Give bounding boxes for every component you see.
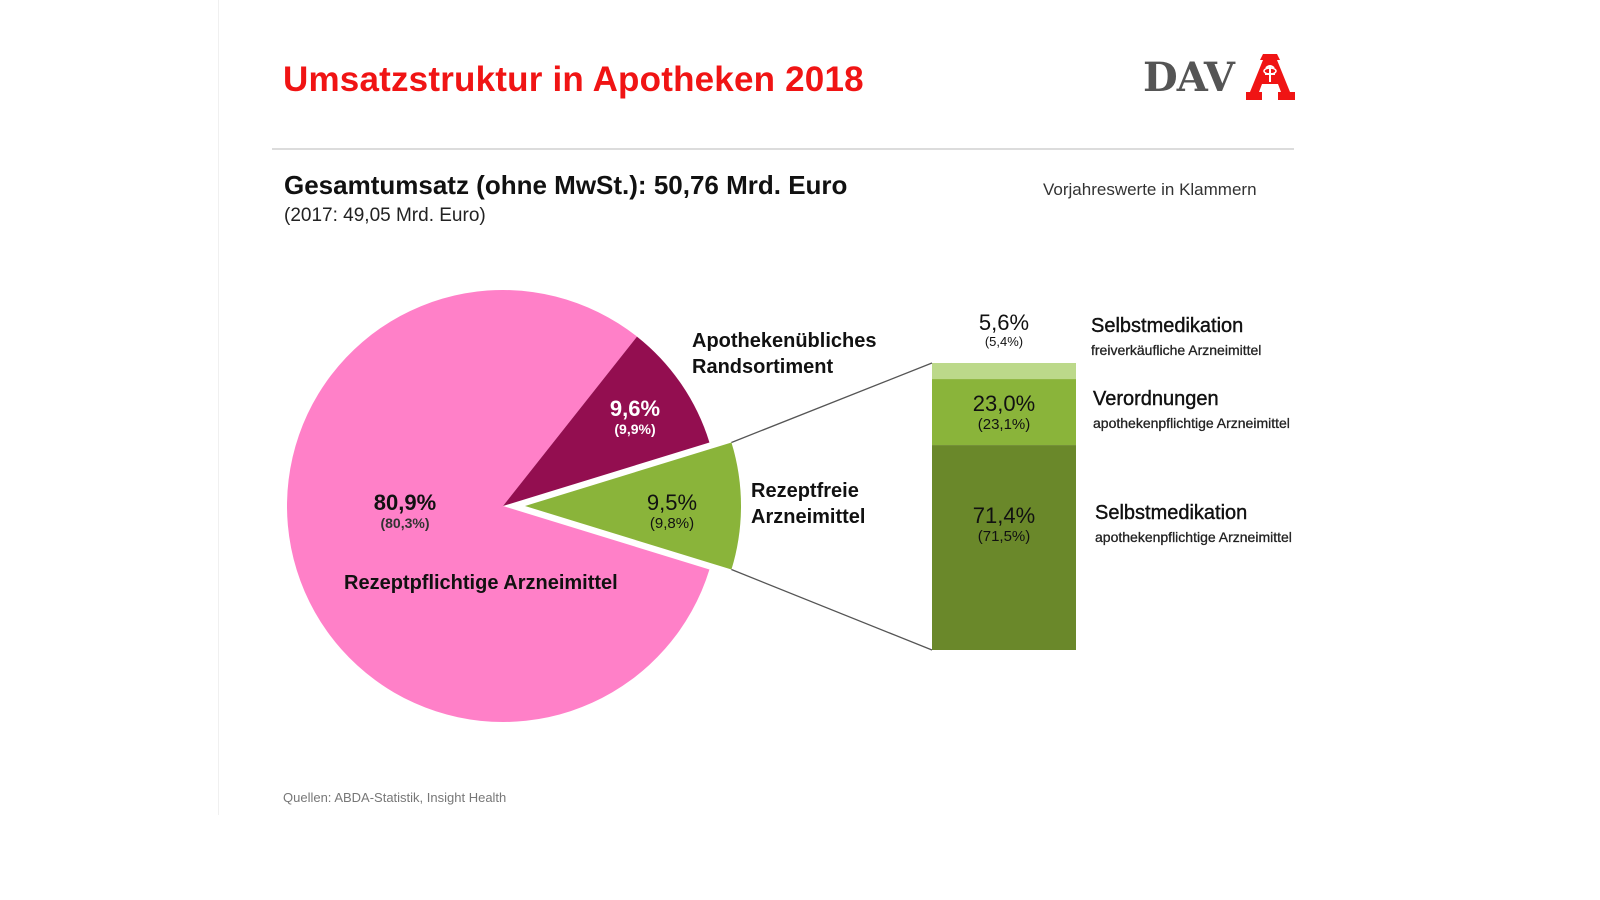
pie-category-rand: Apothekenübliches Randsortiment xyxy=(692,328,876,380)
pie-category-otc: Rezeptfreie Arzneimittel xyxy=(751,478,865,530)
legend-sub-self-medication: apothekenpflichtige Arzneimittel xyxy=(1095,529,1292,545)
total-revenue-previous: (2017: 49,05 Mrd. Euro) xyxy=(284,205,486,226)
bar-segment-free-otc xyxy=(932,363,1076,380)
pie-label-rx: 80,9% (80,3%) xyxy=(345,490,465,531)
pie-category-otc-line2: Arzneimittel xyxy=(751,506,866,528)
pie-label-rand: 9,6% (9,9%) xyxy=(575,396,695,437)
previous-year-note: Vorjahreswerte in Klammern xyxy=(1043,180,1257,199)
logo-text: DAV xyxy=(1143,53,1235,101)
pie-category-rand-line1: Apothekenübliches xyxy=(692,330,877,352)
pie-label-otc: 9,5% (9,8%) xyxy=(612,490,732,533)
pie-value-rand: 9,6% xyxy=(609,396,661,421)
legend-title-free-otc: Selbstmedikation xyxy=(1091,315,1244,337)
apotheke-a-icon xyxy=(1245,54,1295,100)
pie-category-otc-line1: Rezeptfreie xyxy=(751,480,859,502)
pie-slice-rand xyxy=(503,336,710,506)
connector-line-bottom xyxy=(731,568,933,651)
bar-segment-prescriptions xyxy=(932,379,1076,446)
bar-segment-self-medication xyxy=(932,445,1076,650)
legend-sub-free-otc: freiverkäufliche Arzneimittel xyxy=(1091,342,1262,358)
pie-prev-otc: (9,8%) xyxy=(649,515,695,533)
pie-slice-rx xyxy=(286,289,710,722)
pie-value-rx: 80,9% xyxy=(373,490,437,515)
header-divider xyxy=(272,148,1294,150)
bar-label-self-medication: 71,4% (71,5%) xyxy=(944,503,1064,546)
legend-title-self-medication: Selbstmedikation xyxy=(1095,502,1248,524)
pie-prev-rx: (80,3%) xyxy=(380,515,430,532)
connector-line-top xyxy=(731,362,933,444)
legend-sub-prescriptions: apothekenpflichtige Arzneimittel xyxy=(1093,415,1290,431)
legend-title-prescriptions: Verordnungen xyxy=(1093,388,1219,410)
total-revenue: Gesamtumsatz (ohne MwSt.): 50,76 Mrd. Eu… xyxy=(284,170,848,200)
pie-category-rand-line2: Randsortiment xyxy=(692,356,834,378)
bar-label-free-otc: 5,6% (5,4%) xyxy=(944,310,1064,350)
slide-title: Umsatzstruktur in Apotheken 2018 xyxy=(283,60,864,99)
bar-prev-free-otc: (5,4%) xyxy=(984,334,1024,350)
pie-slice-otc xyxy=(525,442,741,570)
dav-logo: DAV xyxy=(1143,52,1296,102)
bar-value-prescriptions: 23,0% xyxy=(972,391,1036,416)
source-note: Quellen: ABDA-Statistik, Insight Health xyxy=(283,790,507,805)
bar-label-prescriptions: 23,0% (23,1%) xyxy=(944,391,1064,434)
bar-prev-self-medication: (71,5%) xyxy=(977,528,1031,546)
bar-value-self-medication: 71,4% xyxy=(972,503,1036,528)
bar-value-free-otc: 5,6% xyxy=(978,310,1030,335)
pie-prev-rand: (9,9%) xyxy=(614,421,656,438)
bar-prev-prescriptions: (23,1%) xyxy=(977,416,1031,434)
pie-category-rx: Rezeptpflichtige Arzneimittel xyxy=(344,572,618,594)
pie-value-otc: 9,5% xyxy=(646,490,698,515)
